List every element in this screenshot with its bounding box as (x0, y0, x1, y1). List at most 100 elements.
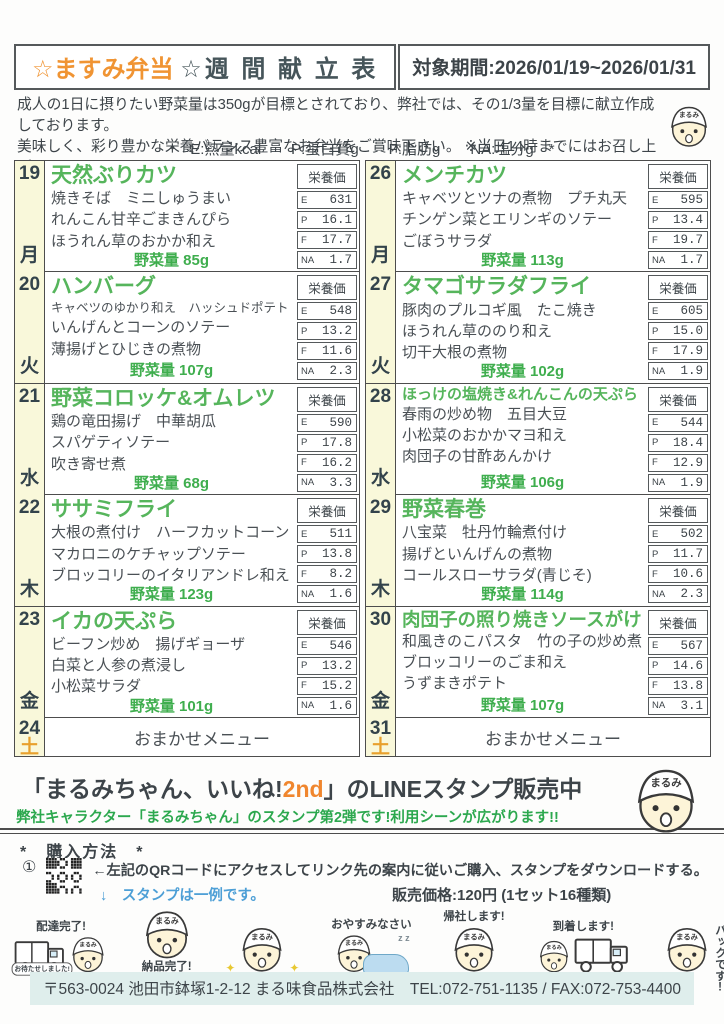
mascot-face-icon: まるみ (454, 928, 494, 972)
truck-icon (574, 938, 629, 973)
nutrition-label: P (301, 325, 308, 337)
nutrition-legend: * E:熱量kcal P:蛋白質g F:脂肪g NA:塩分g * (169, 141, 555, 158)
menu-main-dish: ほっけの塩焼き&れんこんの天ぷら (402, 385, 638, 403)
menu-side-dish: ごぼうサラダ (402, 232, 493, 250)
nutrition-f: F 19.7 (648, 231, 708, 249)
nutrition-value: 16.1 (321, 213, 352, 227)
nutrition-value: 1.7 (329, 253, 352, 267)
menu-side-dish: コールスローサラダ(青じそ) (402, 567, 592, 584)
nutrition-value: 19.7 (672, 233, 703, 247)
day-cell-27: 27 火 (366, 272, 396, 384)
nutrition-label: P (652, 437, 659, 449)
nutrition-label: NA (301, 477, 315, 489)
menu-row-29: 29 木野菜春巻 八宝菜 牡丹竹輪煮付け 揚げといんげんの煮物 コールスローサラダ(青じ… (365, 494, 711, 608)
menu-row-19: 19 月天然ぶりカツ 焼きそば ミニしゅうまい れんこん甘辛ごまきんぴら ほうれん草のお… (14, 160, 360, 273)
nutrition-header: 栄養価 (648, 609, 708, 635)
nutrition-value: 1.9 (680, 364, 703, 379)
nutrition-p: P 13.4 (648, 211, 708, 229)
nutrition-p: P 13.2 (297, 322, 357, 341)
svg-text:まるみ: まるみ (252, 932, 275, 941)
stamp-art: まるみ (662, 924, 712, 974)
nutrition-f: F 8.2 (297, 565, 357, 584)
nutrition-value: 11.7 (672, 547, 703, 562)
nutrition-header: 栄養価 (297, 275, 357, 301)
nutrition-value: 16.2 (321, 455, 352, 470)
day-number: 20 (18, 274, 41, 296)
nutrition-f: F 17.7 (297, 231, 357, 249)
price-label: 販売価格:120円 (1セット16種類) (392, 887, 612, 904)
nutrition-value: 567 (680, 638, 703, 653)
nutrition-value: 13.8 (672, 678, 703, 693)
vegetable-amount: 野菜量 113g (481, 252, 564, 270)
nutrition-label: F (301, 457, 307, 469)
menu-row-31: 31 土 おまかせメニュー (365, 717, 711, 758)
nutrition-label: F (652, 680, 658, 692)
nutrition-label: P (301, 437, 308, 449)
nutrition-label: F (652, 345, 658, 357)
nutrition-value: 1.6 (329, 587, 352, 602)
svg-text:まるみ: まるみ (650, 777, 682, 789)
menu-side-dish: マカロニのケチャップソテー (51, 545, 246, 563)
menu-row-26: 26 月メンチカツキャベツとツナの煮物 プチ丸天 チンゲン菜とエリンギのソテー ごぼう… (365, 160, 711, 273)
menu-side-dish: 豚肉のプルコギ風 たこ焼き (402, 301, 597, 319)
nutrition-panel: 栄養価 E 502 P 11.7 F 10.6 NA 2.3 (646, 495, 710, 606)
divider (0, 828, 724, 834)
menu-side-dish: うずまきポテト (402, 675, 508, 693)
menu-side-dish: ビーフン炒め 揚げギョーザ (51, 635, 246, 653)
day-cell-26: 26 月 (366, 161, 396, 272)
sparkle-icon: ✦ (225, 961, 236, 975)
mascot-face-icon: まるみ (540, 940, 569, 973)
nutrition-label: NA (652, 365, 666, 377)
nutrition-e: E 567 (648, 636, 708, 655)
page-title: ☆ますみ弁当 ☆週 間 献 立 表 (14, 44, 397, 90)
menu-side-dish: チンゲン菜とエリンギのソテー (402, 211, 613, 229)
nutrition-na: NA 3.3 (297, 473, 357, 492)
nutrition-value: 511 (329, 527, 352, 542)
menu-main-dish: 野菜コロッケ&オムレツ (51, 386, 276, 410)
period-label: 対象期間:2026/01/19~2026/01/31 (398, 44, 710, 90)
nutrition-panel: 栄養価 E 546 P 13.2 F 15.2 NA 1.6 (295, 607, 359, 718)
nutrition-p: P 17.8 (297, 433, 357, 452)
nutrition-value: 631 (329, 193, 352, 207)
nutrition-value: 10.6 (672, 567, 703, 582)
menu-row-20: 20 火ハンバーグ キャベツのゆかり和え ハッシュドポテト いんげんとコーンのソテー薄… (14, 271, 360, 385)
menu-side-dish: 大根の煮付け ハーフカットコーン (51, 524, 290, 542)
day-number: 21 (18, 385, 41, 407)
menu-side-dish: 春雨の炒め物 五目大豆 (402, 405, 568, 423)
stamp-label: 納品完了! (141, 961, 192, 974)
menu-side-dish: キャベツとツナの煮物 プチ丸天 (402, 190, 628, 208)
nutrition-na: NA 1.9 (648, 362, 708, 381)
step-text: ←左記のQRコードにアクセスしてリンク先の案内に従いご購入、スタンプをダウンロー… (92, 863, 708, 879)
menu-content: 天然ぶりカツ 焼きそば ミニしゅうまい れんこん甘辛ごまきんぴら ほうれん草のおかか和… (45, 161, 295, 272)
menu-content: イカの天ぷら ビーフン炒め 揚げギョーザ 白菜と人参の煮浸し 小松菜サラダ 野菜量 10… (45, 607, 295, 718)
nutrition-label: P (301, 548, 308, 560)
day-of-week: 土 (19, 737, 39, 759)
menu-content: メンチカツキャベツとツナの煮物 プチ丸天 チンゲン菜とエリンギのソテー ごぼうサラダ… (396, 161, 646, 272)
nutrition-e: E 548 (297, 302, 357, 321)
nutrition-value: 546 (329, 638, 352, 653)
stamp-item-6: 到着します! まるみ (536, 921, 630, 974)
nutrition-header: 栄養価 (648, 164, 708, 189)
footer-address: 〒563-0024 池田市鉢塚1-2-12 まる味食品株式会社 TEL:072-… (30, 972, 694, 1005)
promo-title-accent: 2nd (282, 776, 324, 802)
nutrition-na: NA 2.3 (297, 362, 357, 381)
menu-side-dish: ほうれん草ののり和え (402, 322, 553, 340)
stamp-art: ✦ まるみ ✦ (225, 924, 299, 974)
menu-content: 肉団子の照り焼きソースがけ 和風きのこパスタ 竹の子の炒め煮 ブロッコリーのごま和え… (396, 607, 646, 718)
nutrition-panel: 栄養価 E 511 P 13.8 F 8.2 NA 1.6 (295, 495, 359, 606)
menu-content: ハンバーグ キャベツのゆかり和え ハッシュドポテト いんげんとコーンのソテー 薄揚げと… (45, 272, 295, 383)
nutrition-label: NA (301, 365, 315, 377)
nutrition-panel: 栄養価 E 567 P 14.6 F 13.8 NA 3.1 (646, 607, 710, 718)
vegetable-amount: 野菜量 68g (133, 474, 209, 492)
day-cell-21: 21 水 (15, 383, 45, 495)
intro-line1: 成人の1日に摂りたい野菜量は350gが目標とされており、弊社では、その1/3量を… (17, 97, 655, 134)
nutrition-value: 3.3 (329, 475, 352, 490)
day-cell-31: 31 土 (366, 718, 396, 757)
menu-main-dish: メンチカツ (402, 164, 507, 187)
nutrition-label: E (652, 305, 659, 317)
nutrition-label: F (652, 568, 658, 580)
day-number: 31 (369, 718, 392, 740)
nutrition-e: E 590 (297, 413, 357, 432)
vegetable-amount: 野菜量 107g (129, 362, 214, 380)
